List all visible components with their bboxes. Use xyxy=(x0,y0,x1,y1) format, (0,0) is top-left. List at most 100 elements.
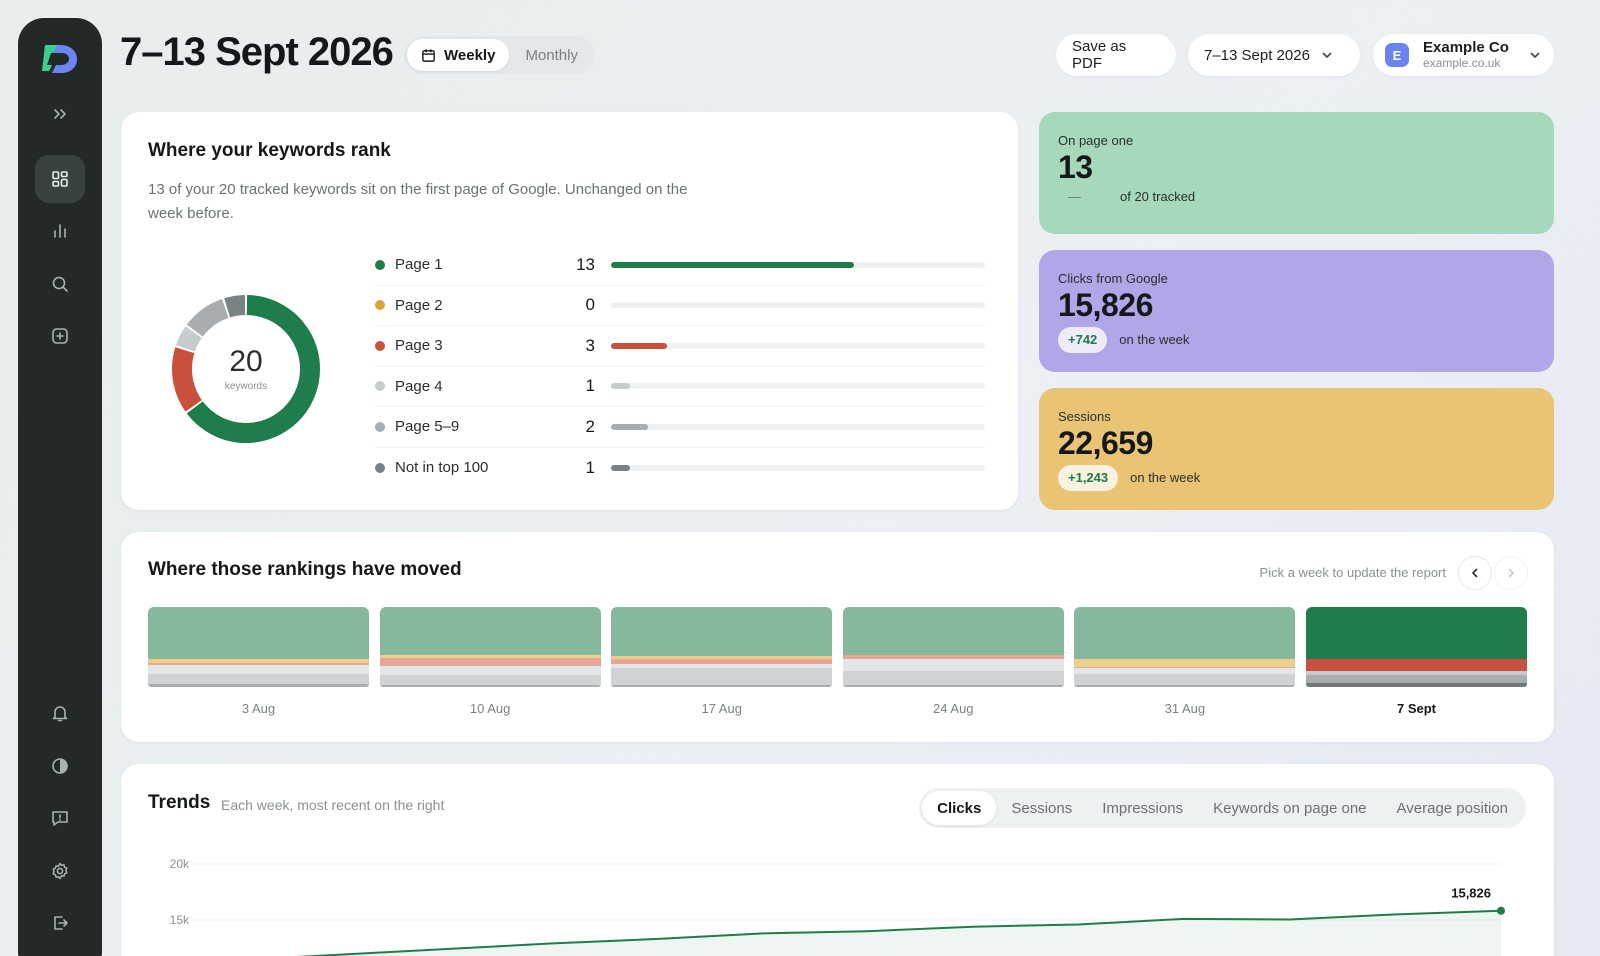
logout-icon[interactable] xyxy=(35,899,85,947)
week-segment xyxy=(1306,671,1527,675)
add-icon[interactable] xyxy=(35,312,85,360)
sidebar xyxy=(18,18,102,956)
rank-count: 1 xyxy=(585,376,595,396)
monthly-label: Monthly xyxy=(525,46,578,64)
account-switcher[interactable]: E Example Co example.co.uk xyxy=(1373,34,1554,76)
trends-tab[interactable]: Average position xyxy=(1396,799,1508,817)
week-label: 24 Aug xyxy=(933,701,974,716)
save-pdf-button[interactable]: Save as PDF xyxy=(1056,34,1176,76)
ranking-movement-card: Where those rankings have moved Pick a w… xyxy=(121,532,1554,742)
rank-row: Page 3 3 xyxy=(375,326,985,367)
stat-delta: +742 xyxy=(1058,326,1108,353)
week-column[interactable]: 31 Aug xyxy=(1074,607,1296,716)
legend-dot xyxy=(375,259,385,270)
week-segment xyxy=(611,607,833,656)
week-segment xyxy=(1306,607,1527,659)
rank-bar-fill xyxy=(611,464,630,471)
expand-icon[interactable] xyxy=(35,90,85,138)
contrast-icon[interactable] xyxy=(35,742,85,790)
week-segment xyxy=(379,666,601,675)
stat-label: On page one xyxy=(1058,133,1134,148)
week-stack-bar xyxy=(611,607,833,687)
stat-card: Clicks from Google 15,826 +742 on the wee… xyxy=(1039,250,1554,372)
trend-line xyxy=(295,909,1502,956)
period-toggle: Weekly Monthly xyxy=(404,36,595,74)
week-segment xyxy=(842,659,1064,672)
next-week-button[interactable] xyxy=(1494,556,1528,590)
trends-tab[interactable]: Clicks xyxy=(922,791,997,825)
week-label: 17 Aug xyxy=(701,701,742,716)
week-segment xyxy=(1306,683,1527,687)
week-segment xyxy=(611,684,833,687)
chevron-left-icon xyxy=(1472,568,1478,578)
week-label: 31 Aug xyxy=(1164,701,1206,716)
rank-label: Page 4 xyxy=(395,377,443,395)
week-segment xyxy=(379,658,601,667)
weekly-label: Weekly xyxy=(444,46,496,64)
rank-row: Page 5–9 2 xyxy=(375,407,985,448)
trends-tab[interactable]: Keywords on page one xyxy=(1213,799,1367,817)
save-pdf-label: Save as PDF xyxy=(1072,38,1127,72)
week-segment xyxy=(1074,607,1296,659)
week-segment xyxy=(842,684,1064,687)
rank-count: 13 xyxy=(576,254,595,274)
trends-tab[interactable]: Sessions xyxy=(1011,799,1073,817)
week-stack-bar xyxy=(1074,607,1296,687)
week-segment xyxy=(611,664,833,669)
stat-value: 15,826 xyxy=(1058,287,1153,323)
week-stack-bar xyxy=(842,607,1064,687)
donut-slice xyxy=(175,326,203,352)
week-column[interactable]: 7 Sept xyxy=(1306,607,1527,716)
bell-icon[interactable] xyxy=(35,689,85,737)
week-column[interactable]: 17 Aug xyxy=(611,607,833,716)
rank-count: 2 xyxy=(585,416,595,436)
week-segment xyxy=(1306,675,1527,683)
ranking-movement-title: Where those rankings have moved xyxy=(148,559,462,580)
rank-bar-track xyxy=(611,261,985,268)
search-icon[interactable] xyxy=(35,260,85,308)
rank-count: 1 xyxy=(585,457,595,477)
chevron-down-icon xyxy=(1322,52,1332,58)
week-segment xyxy=(842,655,1064,660)
rank-count: 3 xyxy=(585,335,595,355)
gear-icon[interactable] xyxy=(35,847,85,895)
stat-card: Sessions 22,659 +1,243 on the week xyxy=(1039,388,1554,510)
bar-chart-icon[interactable] xyxy=(35,207,85,255)
week-segment xyxy=(1074,667,1296,668)
week-label: 3 Aug xyxy=(241,701,276,716)
week-column[interactable]: 3 Aug xyxy=(148,607,369,716)
dashboard-icon[interactable] xyxy=(35,155,85,203)
donut-total: 20 xyxy=(229,344,263,378)
weekly-option[interactable]: Weekly xyxy=(407,39,510,71)
week-segment xyxy=(148,607,369,659)
stat-suffix: on the week xyxy=(1119,332,1190,348)
rank-bar-track xyxy=(611,383,985,390)
trends-metric-tabs: Clicks Sessions Impressions Keywords on pag… xyxy=(919,788,1526,828)
legend-dot xyxy=(375,340,385,351)
week-segment xyxy=(148,684,369,687)
rank-bar-track xyxy=(611,423,985,430)
week-segment xyxy=(1074,684,1296,687)
account-name: Example Co xyxy=(1423,39,1509,57)
logo[interactable] xyxy=(40,38,80,78)
stat-suffix: on the week xyxy=(1130,470,1201,486)
date-range-select[interactable]: 7–13 Sept 2026 xyxy=(1188,34,1360,76)
keyword-rank-card: Where your keywords rank 13 of your 20 t… xyxy=(121,112,1018,510)
rank-row: Page 1 13 xyxy=(375,245,985,286)
week-column[interactable]: 24 Aug xyxy=(842,607,1064,716)
week-stack-bar xyxy=(148,607,369,687)
monthly-option[interactable]: Monthly xyxy=(511,39,592,71)
week-segment xyxy=(1074,659,1296,667)
prev-week-button[interactable] xyxy=(1458,556,1492,590)
legend-dot xyxy=(375,462,385,473)
donut-total-label: keywords xyxy=(224,380,268,392)
rank-bar-fill xyxy=(611,261,855,268)
page-title: 7–13 Sept 2026 xyxy=(120,30,394,74)
week-segment xyxy=(1074,667,1296,674)
trends-tab[interactable]: Impressions xyxy=(1102,799,1184,817)
feedback-icon[interactable] xyxy=(35,794,85,842)
week-segment xyxy=(611,655,833,660)
trends-title: Trends xyxy=(148,792,211,813)
week-column[interactable]: 10 Aug xyxy=(379,607,601,716)
rank-label: Page 3 xyxy=(395,337,443,355)
